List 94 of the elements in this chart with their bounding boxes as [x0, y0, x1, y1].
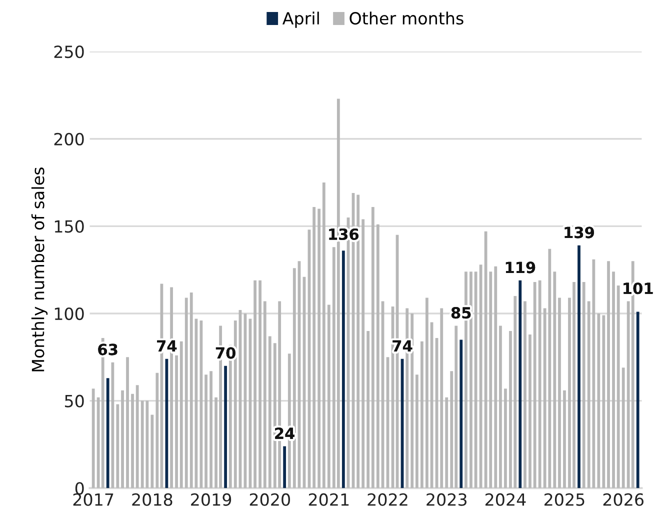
- bar: [489, 272, 492, 488]
- x-tick-label: 2024: [485, 493, 526, 506]
- bar: [607, 261, 610, 488]
- bar: [312, 206, 316, 488]
- bar: [210, 371, 212, 488]
- x-tick-label: 2025: [544, 493, 584, 506]
- bar: [356, 194, 360, 488]
- x-tick-label: 2021: [308, 493, 349, 506]
- bar: [292, 268, 296, 488]
- bar: [92, 388, 95, 488]
- bar: [204, 374, 208, 488]
- bar: [318, 208, 321, 488]
- y-tick-label: 0: [75, 482, 84, 495]
- bar: [538, 280, 542, 488]
- bar: [524, 301, 526, 488]
- bar: [234, 320, 237, 488]
- bar: [371, 206, 374, 488]
- bar: [528, 334, 532, 488]
- y-tick-label: 250: [54, 46, 84, 58]
- bar: [175, 355, 178, 488]
- y-axis-title: Monthly number of sales: [31, 168, 48, 372]
- x-tick-label: 2022: [368, 493, 408, 506]
- bar: [200, 320, 203, 488]
- bar: [106, 378, 110, 488]
- bar: [131, 394, 134, 488]
- bar: [494, 266, 498, 488]
- bar: [558, 298, 561, 488]
- bar: [376, 224, 380, 488]
- bar: [612, 272, 615, 488]
- bar: [518, 280, 522, 488]
- data-label: 63: [98, 344, 118, 356]
- data-label: 85: [451, 307, 471, 319]
- bar: [150, 414, 154, 488]
- bar: [366, 330, 370, 488]
- bar: [180, 341, 183, 488]
- bar: [553, 272, 556, 488]
- bar: [268, 336, 272, 488]
- bar: [121, 390, 124, 488]
- bar: [470, 272, 472, 488]
- bar: [563, 390, 566, 488]
- y-tick-label: 50: [64, 394, 84, 408]
- data-label: 74: [157, 340, 177, 352]
- bar: [602, 315, 606, 488]
- y-tick-label: 100: [54, 307, 84, 320]
- data-label: 74: [392, 340, 412, 352]
- data-label: 24: [275, 428, 294, 439]
- bar: [533, 282, 536, 488]
- bar: [327, 304, 330, 488]
- bar: [362, 219, 365, 488]
- bar: [460, 340, 463, 488]
- y-tick-label: 150: [54, 220, 84, 233]
- bar: [136, 385, 139, 488]
- bar: [479, 264, 482, 488]
- bar: [582, 282, 586, 488]
- legend-label: Other months: [350, 12, 464, 25]
- x-tick-label: 2017: [73, 493, 114, 506]
- y-tick-label: 200: [54, 132, 84, 146]
- bar: [578, 245, 580, 488]
- data-label: 136: [329, 228, 359, 240]
- bar: [322, 182, 326, 488]
- bar: [116, 404, 120, 488]
- x-tick-label: 2020: [250, 493, 290, 506]
- bar: [283, 446, 286, 488]
- bar: [111, 362, 114, 488]
- bar: [342, 250, 345, 488]
- bar: [474, 272, 478, 488]
- bar: [263, 301, 266, 488]
- data-label: 119: [506, 262, 536, 274]
- x-tick-label: 2018: [132, 493, 172, 506]
- bar: [254, 280, 257, 488]
- bar: [425, 298, 428, 488]
- bar: [622, 368, 625, 488]
- bar: [126, 357, 129, 488]
- bar: [165, 358, 168, 488]
- data-label: 101: [624, 282, 653, 294]
- data-label: 70: [216, 347, 236, 359]
- bar: [184, 298, 188, 488]
- bar: [258, 280, 262, 488]
- bar: [636, 312, 640, 488]
- bar: [415, 374, 418, 488]
- x-tick-label: 2026: [603, 493, 644, 506]
- data-label: 139: [564, 226, 594, 238]
- bar: [440, 308, 444, 488]
- legend-label: April: [282, 12, 319, 28]
- bar: [616, 286, 620, 488]
- bar: [504, 388, 507, 488]
- bar: [420, 341, 424, 488]
- bar: [224, 366, 227, 488]
- bar: [410, 313, 414, 488]
- bar: [445, 397, 448, 488]
- x-tick-label: 2019: [191, 493, 232, 506]
- bar: [597, 313, 600, 488]
- x-tick-label: 2023: [426, 493, 466, 506]
- bar: [499, 326, 502, 488]
